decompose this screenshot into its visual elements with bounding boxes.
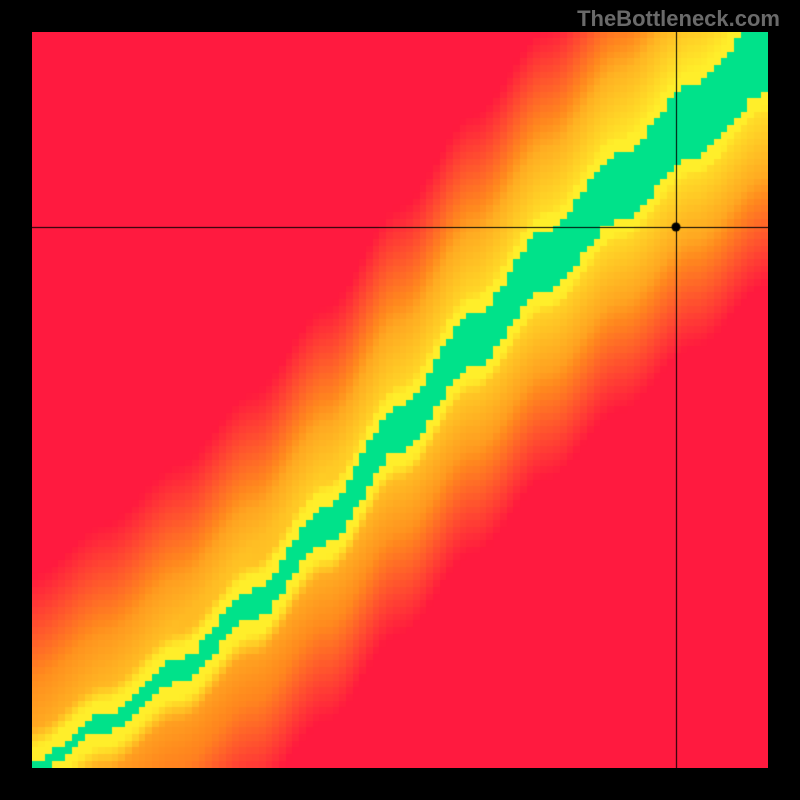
chart-container: TheBottleneck.com — [0, 0, 800, 800]
bottleneck-heatmap — [32, 32, 768, 768]
watermark-text: TheBottleneck.com — [577, 6, 780, 32]
